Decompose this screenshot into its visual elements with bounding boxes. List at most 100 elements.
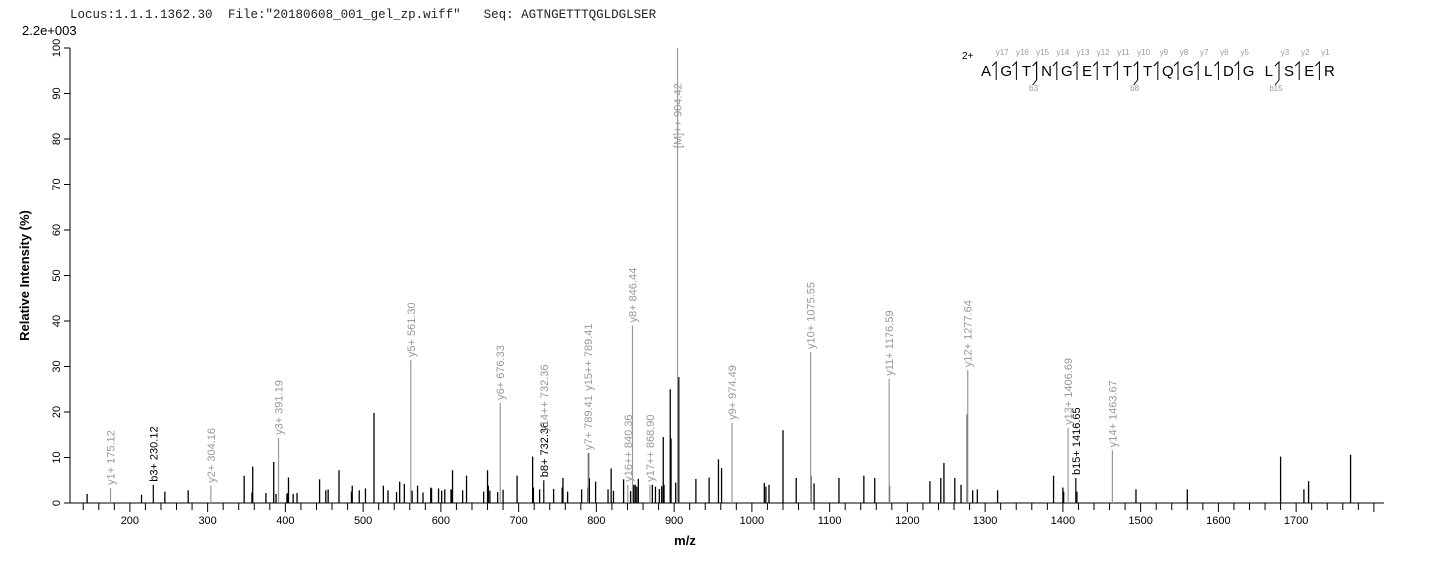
sequence-residue: T (1143, 63, 1152, 80)
sequence-residue: L (1265, 63, 1273, 80)
y-tick-label: 100 (51, 39, 63, 57)
y-ion-label: y16 (1016, 48, 1029, 57)
y-tick-label: 10 (51, 451, 63, 463)
peak-label: y11+ 1176.59 (884, 310, 896, 375)
y-ion-bracket (1052, 60, 1058, 80)
x-tick-label: 1600 (1206, 515, 1230, 527)
y-tick-label: 80 (51, 133, 63, 145)
y-ion-bracket (991, 60, 997, 80)
sequence-residue: E (1304, 63, 1314, 80)
peak-label: b15+ 1416.65 (1071, 407, 1083, 475)
y-tick-label: 60 (51, 224, 63, 236)
x-tick-label: 1200 (895, 515, 919, 527)
y-ion-label: y7 (1200, 48, 1209, 57)
y-ion-label: y13 (1077, 48, 1090, 57)
sequence-residue: S (1284, 63, 1294, 80)
peak-label: y2+ 304.16 (206, 428, 218, 483)
b-ion-label: b3 (1029, 84, 1038, 93)
y-ion-label: y1 (1321, 48, 1330, 57)
peak-label: y13+ 1406.69 (1063, 358, 1075, 425)
x-tick-label: 400 (276, 515, 294, 527)
x-tick-label: 1300 (973, 515, 997, 527)
sequence-residue: L (1204, 63, 1212, 80)
y-ion-bracket (1133, 60, 1139, 80)
y-tick-label: 20 (51, 406, 63, 418)
peak-label: y16++ 840.36 (623, 415, 635, 482)
y-ion-bracket (1072, 60, 1078, 80)
x-tick-label: 1400 (1051, 515, 1075, 527)
b-ion-bracket (1274, 62, 1280, 86)
y-tick-label: 70 (51, 178, 63, 190)
b-ion-label: b15 (1269, 84, 1283, 93)
y-ion-bracket (1193, 60, 1199, 80)
y-ion-bracket (1032, 60, 1038, 80)
peak-label: y17++ 868.90 (645, 415, 657, 482)
y-ion-bracket (1274, 60, 1280, 80)
peak-label: y5+ 561.30 (406, 302, 418, 357)
peak-label: y14+ 1463.67 (1107, 380, 1119, 447)
y-ion-label: y12 (1097, 48, 1110, 57)
y-tick-label: 50 (51, 269, 63, 281)
sequence-residue: A (981, 63, 991, 80)
sequence-residue: T (1103, 63, 1112, 80)
y-ion-label: y10 (1137, 48, 1150, 57)
x-tick-label: 900 (665, 515, 683, 527)
x-tick-label: 700 (509, 515, 527, 527)
y-ion-label: y15 (1036, 48, 1049, 57)
y-tick-label: 0 (51, 500, 63, 506)
y-ion-label: y3 (1281, 48, 1290, 57)
x-axis-label: m/z (674, 533, 696, 548)
y-ion-bracket (1173, 60, 1179, 80)
peak-label: y7+ 789.41 (583, 395, 595, 450)
charge-state: 2+ (962, 51, 974, 62)
b-ion-bracket (1133, 62, 1139, 86)
y-ion-label: y17 (996, 48, 1009, 57)
y-axis-label: Relative Intensity (%) (17, 210, 32, 341)
peak-label: y9+ 974.49 (727, 365, 739, 420)
y-tick-label: 40 (51, 315, 63, 327)
y-tick-label: 30 (51, 360, 63, 372)
y-ion-bracket (1315, 60, 1320, 80)
x-tick-label: 300 (198, 515, 216, 527)
y-ion-label: y5 (1240, 48, 1249, 57)
sequence-residue: T (1123, 63, 1132, 80)
y-ion-bracket (1234, 60, 1240, 80)
spectrum-header: Locus:1.1.1.1362.30 File:"20180608_001_g… (70, 8, 664, 22)
peak-label: [M]++ 904.42 (673, 83, 685, 148)
sequence-residue: G (1061, 63, 1073, 80)
y-ion-bracket (1092, 60, 1098, 80)
y-ion-bracket (1113, 60, 1118, 80)
x-tick-label: 600 (432, 515, 450, 527)
x-tick-label: 1700 (1284, 515, 1308, 527)
x-tick-label: 1500 (1128, 515, 1152, 527)
y-ion-label: y2 (1301, 48, 1310, 57)
sequence-residue: T (1022, 63, 1031, 80)
peak-label: y10+ 1075.55 (806, 282, 818, 349)
peak-label: b3+ 230.12 (148, 426, 160, 481)
y-tick-label: 90 (51, 87, 63, 99)
peak-label: y8+ 846.44 (627, 268, 639, 323)
peak-label: y3+ 391.19 (274, 380, 286, 435)
sequence-residue: N (1041, 63, 1052, 80)
x-tick-label: 1100 (818, 515, 842, 527)
peak-label: y6+ 676.33 (495, 345, 507, 400)
x-tick-label: 1000 (740, 515, 764, 527)
sequence-residue: E (1082, 63, 1092, 80)
x-tick-label: 500 (354, 515, 372, 527)
y-ion-label: y14 (1056, 48, 1069, 57)
x-tick-label: 200 (121, 515, 139, 527)
sequence-text: Seq: AGTNGETTTQGLDGLSER (483, 8, 657, 22)
y-ion-label: y6 (1220, 48, 1229, 57)
peak-label: b8+ 732.36 (539, 422, 551, 477)
file-text: File:"20180608_001_gel_zp.wiff" (228, 8, 461, 22)
sequence-residue: G (1243, 63, 1255, 80)
y-ion-bracket (1012, 60, 1017, 80)
sequence-residue: G (1182, 63, 1194, 80)
y-ion-bracket (1214, 60, 1219, 80)
peak-label: y12+ 1277.64 (963, 300, 975, 367)
y-ion-label: y8 (1180, 48, 1189, 57)
peak-label: y15++ 789.41 (583, 324, 595, 391)
b-ion-label: b8 (1130, 84, 1139, 93)
b-ion-bracket (1032, 62, 1038, 86)
